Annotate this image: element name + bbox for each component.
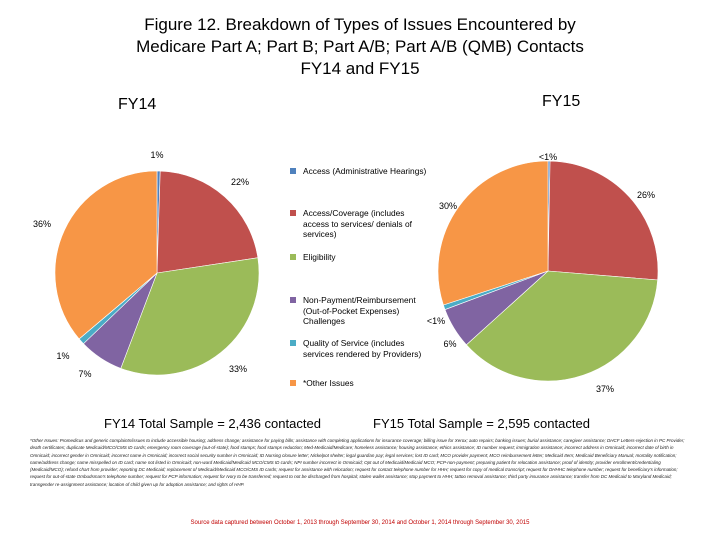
fy15-chart-title: FY15 [542,93,581,110]
figure-title-line-2: Medicare Part A; Part B; Part A/B; Part … [136,37,584,56]
legend-swatch-access [290,168,296,174]
source-note: Source data captured between October 1, … [190,520,530,526]
legend-swatch-other [290,380,296,386]
legend-label-access-coverage: Access/Coverage (includes access to serv… [303,208,412,239]
legend-label-other: *Other Issues [303,378,354,388]
fy15-label-non-payment: 6% [443,339,456,349]
fy15-label-eligibility: 37% [596,384,614,394]
fy14-chart-title: FY14 [118,96,157,113]
legend-swatch-non-payment [290,297,296,303]
fy15-slice-access-coverage [547,160,659,281]
legend-swatch-access-coverage [290,210,296,216]
fy14-label-eligibility: 33% [229,364,247,374]
legend-swatch-quality [290,340,296,346]
fy14-label-access: 1% [150,150,163,160]
fy14-slice-other [54,170,158,340]
fy14-slice-access-coverage [156,170,259,274]
legend-label-access: Access (Administrative Hearings) [303,166,427,176]
fy15-total-sample: FY15 Total Sample = 2,595 contacted [373,416,590,431]
fy15-label-access: <1% [539,152,557,162]
legend-label-eligibility: Eligibility [303,252,336,262]
fy14-label-other: 36% [33,219,51,229]
figure-title-line-1: Figure 12. Breakdown of Types of Issues … [144,15,576,34]
legend-label-quality: Quality of Service (includes services re… [303,338,422,359]
fy14-label-quality: 1% [56,351,69,361]
fy15-slice-other [437,160,549,306]
fy14-total-sample: FY14 Total Sample = 2,436 contacted [104,416,321,431]
legend-swatch-eligibility [290,254,296,260]
fy14-label-access-coverage: 22% [231,177,249,187]
fy15-label-quality: <1% [427,316,445,326]
fy15-slice-eligibility [465,270,658,382]
figure-title: Figure 12. Breakdown of Types of Issues … [60,14,660,80]
legend-label-non-payment: Non-Payment/Reimbursement (Out-of-Pocket… [303,295,416,326]
fy14-label-non-payment: 7% [78,369,91,379]
fy15-label-access-coverage: 26% [637,190,655,200]
other-issues-footnote: *Other Issues: Promedicus and generic co… [30,438,685,487]
fy15-label-other: 30% [439,201,457,211]
fy14-slice-eligibility [120,257,260,376]
figure-title-line-3: FY14 and FY15 [300,59,420,78]
